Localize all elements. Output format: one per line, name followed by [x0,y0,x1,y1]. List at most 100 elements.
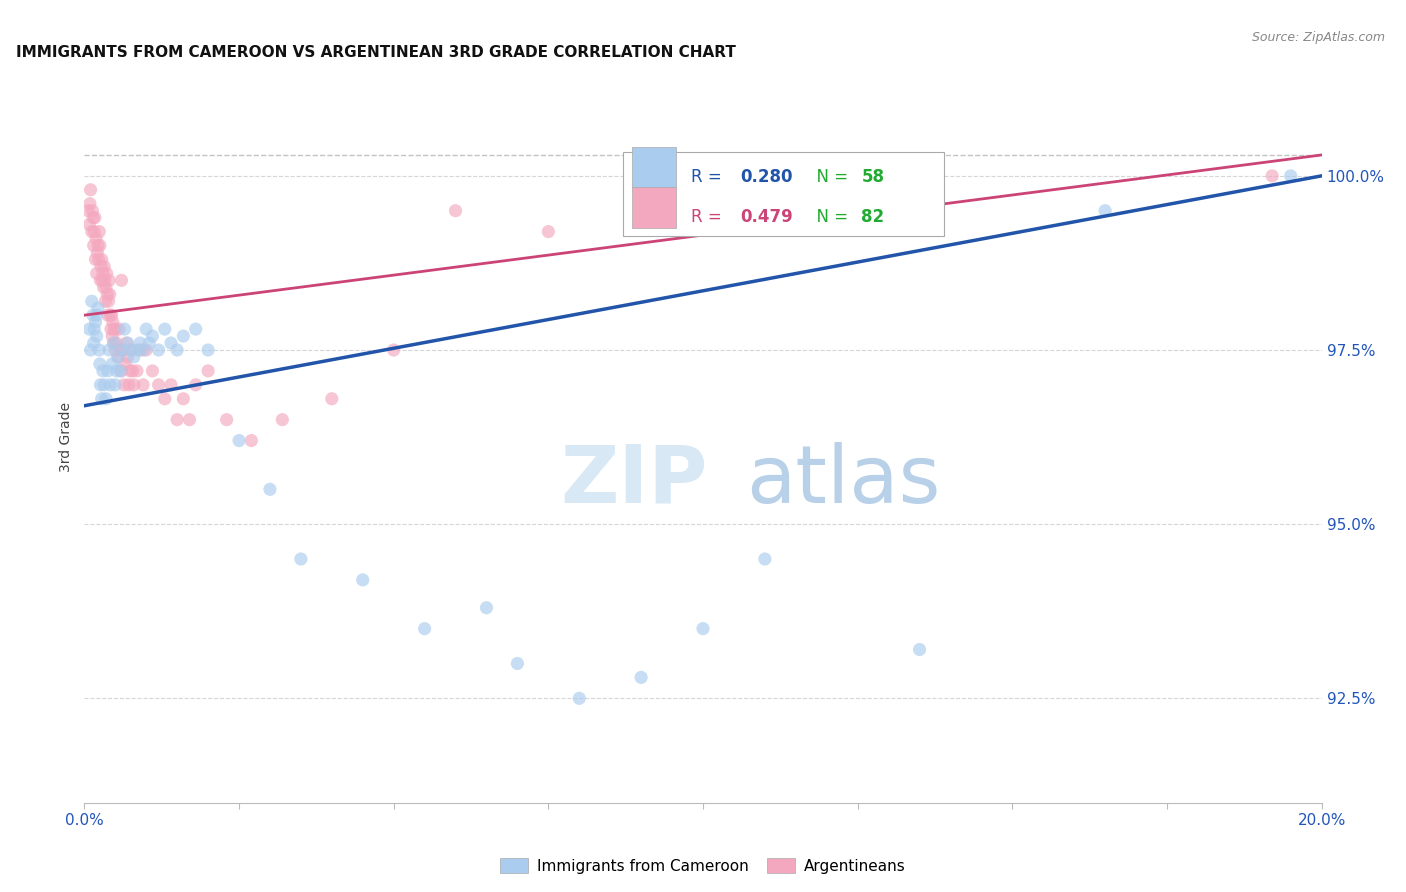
Y-axis label: 3rd Grade: 3rd Grade [59,402,73,472]
Point [197,364,219,378]
Point [506,657,529,671]
Point [90,260,112,274]
Point [110,364,132,378]
Point [754,552,776,566]
Text: R =: R = [690,209,727,227]
Point [101,329,124,343]
Point [104,343,127,357]
Point [148,377,170,392]
Point [77,203,100,218]
Point [82,308,104,322]
Point [89,225,111,239]
Point [82,203,104,218]
Point [129,336,152,351]
Point [138,336,160,351]
Point [89,238,111,252]
FancyBboxPatch shape [633,147,676,187]
Point [97,364,120,378]
Point [321,392,343,406]
Point [79,196,101,211]
Point [98,377,121,392]
Point [90,392,112,406]
Point [120,343,142,357]
Point [172,329,194,343]
Text: 82: 82 [862,209,884,227]
Point [84,231,107,245]
Point [93,280,115,294]
Point [568,691,591,706]
Point [94,273,117,287]
Point [94,294,117,309]
Point [94,280,117,294]
Text: N =: N = [806,209,853,227]
Point [179,412,201,426]
Point [215,412,238,426]
Point [197,343,219,357]
Text: atlas: atlas [747,442,941,520]
Point [104,377,127,392]
Point [84,315,107,329]
Point [153,322,176,336]
Point [103,336,125,351]
Point [120,343,142,357]
Point [96,287,118,301]
Text: 0.280: 0.280 [740,168,793,186]
Point [91,364,114,378]
Point [91,266,114,280]
Point [89,273,111,287]
Point [115,336,138,351]
Point [79,322,101,336]
Point [141,364,163,378]
Point [135,322,157,336]
Point [105,336,128,351]
Point [87,252,110,267]
Point [110,364,132,378]
Point [129,343,152,357]
Point [444,203,467,218]
Point [141,329,163,343]
Point [118,377,141,392]
Point [121,364,143,378]
Point [117,336,139,351]
Point [475,600,498,615]
Point [84,252,107,267]
Point [132,377,155,392]
Point [93,377,115,392]
Point [352,573,374,587]
Point [100,308,122,322]
Point [89,357,111,371]
Point [91,273,114,287]
Point [111,343,134,357]
Point [80,294,103,309]
Point [114,357,136,371]
Point [98,308,121,322]
Text: R =: R = [690,168,727,186]
Point [1279,169,1302,183]
Point [104,322,127,336]
Point [87,301,110,316]
Point [630,670,652,684]
Point [108,322,131,336]
Point [184,322,207,336]
Point [83,225,105,239]
FancyBboxPatch shape [623,152,945,235]
Point [86,329,108,343]
Point [815,183,838,197]
Point [135,343,157,357]
Point [86,245,108,260]
Point [86,266,108,280]
Point [83,322,105,336]
Text: 58: 58 [862,168,884,186]
Point [101,357,124,371]
Point [259,483,281,497]
Point [120,364,142,378]
Point [117,350,139,364]
Point [228,434,250,448]
Point [153,392,176,406]
Point [692,622,714,636]
Point [111,343,134,357]
Point [90,252,112,267]
Point [132,343,155,357]
Text: Source: ZipAtlas.com: Source: ZipAtlas.com [1251,31,1385,45]
Point [112,377,135,392]
